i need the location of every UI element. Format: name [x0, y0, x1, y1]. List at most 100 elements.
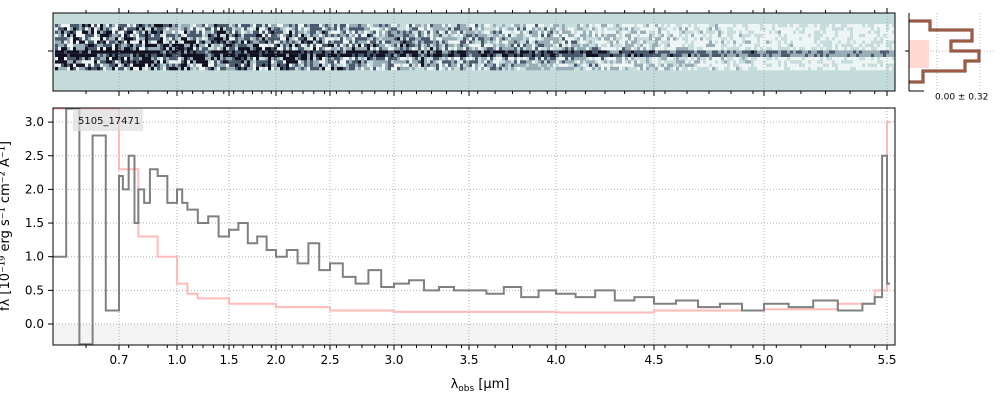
2d-pixel [367, 47, 370, 51]
2d-pixel [265, 57, 268, 61]
2d-pixel [118, 40, 121, 44]
2d-pixel [634, 66, 637, 71]
2d-pixel [175, 63, 178, 67]
2d-pixel [820, 57, 823, 61]
2d-pixel [457, 53, 460, 58]
2d-pixel [361, 66, 364, 71]
2d-pixel [829, 57, 832, 61]
2d-pixel [589, 37, 592, 41]
2d-pixel [574, 37, 577, 41]
2d-pixel [250, 50, 253, 54]
2d-pixel [697, 66, 700, 71]
2d-pixel [424, 63, 427, 67]
2d-pixel [70, 43, 73, 48]
2d-pixel [835, 40, 838, 44]
2d-pixel [364, 60, 367, 64]
2d-pixel [265, 63, 268, 67]
2d-pixel [64, 60, 67, 64]
2d-pixel [853, 60, 856, 64]
2d-pixel [295, 24, 298, 28]
2d-pixel [67, 47, 70, 51]
2d-pixel [271, 47, 274, 51]
2d-pixel [427, 27, 430, 31]
2d-pixel [343, 60, 346, 64]
2d-pixel [592, 24, 595, 28]
2d-pixel [316, 33, 319, 38]
2d-pixel [313, 33, 316, 38]
2d-pixel [532, 66, 535, 71]
2d-pixel [382, 57, 385, 61]
2d-pixel [718, 40, 721, 44]
2d-pixel [610, 43, 613, 48]
2d-pixel [463, 66, 466, 71]
2d-pixel [520, 27, 523, 31]
2d-pixel [625, 37, 628, 41]
2d-pixel [445, 66, 448, 71]
2d-pixel [103, 27, 106, 31]
2d-pixel [871, 43, 874, 48]
2d-pixel [877, 57, 880, 61]
2d-pixel [67, 27, 70, 31]
2d-pixel [172, 63, 175, 67]
2d-pixel [283, 43, 286, 48]
2d-pixel [727, 50, 730, 54]
2d-pixel [313, 24, 316, 28]
2d-pixel [172, 30, 175, 34]
2d-pixel [307, 53, 310, 58]
2d-pixel [847, 33, 850, 38]
2d-pixel [727, 63, 730, 67]
2d-pixel [430, 43, 433, 48]
2d-pixel [166, 40, 169, 44]
2d-pixel [124, 33, 127, 38]
2d-pixel [211, 33, 214, 38]
2d-pixel [889, 43, 892, 48]
2d-pixel [601, 37, 604, 41]
2d-pixel [325, 24, 328, 28]
2d-pixel [487, 63, 490, 67]
2d-pixel [208, 43, 211, 48]
2d-pixel [238, 60, 241, 64]
2d-pixel [742, 27, 745, 31]
2d-pixel [541, 60, 544, 64]
2d-pixel [625, 24, 628, 28]
2d-pixel [601, 40, 604, 44]
2d-pixel [196, 53, 199, 58]
2d-pixel [763, 40, 766, 44]
2d-pixel [688, 40, 691, 44]
2d-pixel [100, 63, 103, 67]
2d-pixel [145, 57, 148, 61]
2d-pixel [373, 66, 376, 71]
2d-pixel [451, 30, 454, 34]
2d-pixel [127, 57, 130, 61]
2d-pixel [550, 30, 553, 34]
2d-pixel [754, 66, 757, 71]
2d-pixel [202, 53, 205, 58]
2d-pixel [397, 24, 400, 28]
2d-pixel [598, 37, 601, 41]
2d-pixel [271, 53, 274, 58]
2d-pixel [595, 43, 598, 48]
2d-pixel [712, 33, 715, 38]
2d-pixel [751, 60, 754, 64]
2d-pixel [196, 40, 199, 44]
2d-pixel [370, 57, 373, 61]
2d-pixel [877, 60, 880, 64]
2d-pixel [835, 57, 838, 61]
2d-pixel [220, 40, 223, 44]
2d-pixel [838, 53, 841, 58]
2d-pixel [706, 53, 709, 58]
2d-pixel [232, 47, 235, 51]
2d-pixel [223, 57, 226, 61]
2d-pixel [550, 40, 553, 44]
2d-pixel [343, 30, 346, 34]
2d-pixel [526, 60, 529, 64]
2d-pixel [754, 40, 757, 44]
2d-pixel [652, 66, 655, 71]
2d-pixel [268, 27, 271, 31]
x-axis-ticks: 0.7 1.0 1.5 2.0 2.5 3.0 3.5 4.0 4.5 5.0 5.5 [85, 345, 897, 367]
2d-pixel [790, 33, 793, 38]
2d-pixel [781, 24, 784, 28]
2d-pixel [787, 66, 790, 71]
2d-pixel [553, 33, 556, 38]
2d-pixel [376, 37, 379, 41]
